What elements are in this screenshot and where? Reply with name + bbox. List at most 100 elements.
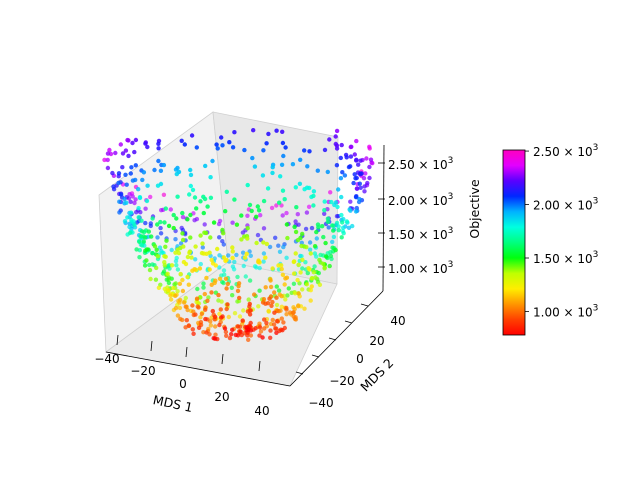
scatter-point: [354, 195, 359, 200]
scatter-point: [236, 298, 242, 304]
scatter-point: [311, 270, 316, 275]
scatter-point: [351, 180, 356, 186]
scatter-point: [169, 263, 175, 268]
scatter-point: [113, 150, 118, 156]
scatter-point: [329, 199, 334, 205]
scatter-point: [217, 276, 223, 281]
scatter-point: [180, 214, 186, 220]
scatter-point: [225, 281, 230, 287]
scatter-point: [302, 306, 307, 311]
scatter-point: [356, 162, 361, 167]
scatter-point: [276, 263, 281, 268]
scatter-point: [328, 190, 333, 195]
scatter-point: [156, 141, 161, 146]
scatter-point: [193, 312, 198, 317]
scatter-point: [264, 320, 269, 326]
scatter-point: [304, 244, 309, 250]
scatter-point: [362, 189, 367, 194]
scatter-point: [221, 255, 227, 260]
scatter-point: [348, 144, 353, 150]
scatter-point: [358, 171, 363, 176]
scatter-point: [354, 138, 359, 144]
scatter-point: [367, 175, 372, 181]
scatter-point: [251, 128, 256, 133]
scatter-point: [322, 147, 328, 153]
scatter-point: [120, 165, 125, 170]
scatter-point: [270, 165, 275, 170]
scatter-point: [364, 156, 369, 161]
scatter-point: [242, 255, 248, 260]
scatter-point: [347, 207, 352, 212]
scatter-point: [150, 251, 155, 256]
scatter-point: [330, 245, 335, 250]
z-ticks: 1.00 × 103 1.50 × 103 2.00 × 103 2.50 × …: [378, 156, 482, 276]
scatter-point: [173, 305, 179, 311]
scatter-point: [195, 286, 200, 292]
scatter-point: [144, 247, 150, 252]
scatter-point: [243, 274, 248, 279]
scatter-point: [311, 189, 317, 194]
scatter-point: [325, 216, 331, 221]
scatter-point: [163, 244, 168, 249]
scatter-point: [240, 318, 245, 323]
scatter-point: [174, 171, 179, 177]
scatter-point: [274, 330, 279, 335]
scatter-point: [307, 267, 312, 272]
scatter-point: [265, 186, 271, 191]
scatter-point: [267, 244, 273, 250]
scatter-point: [232, 130, 237, 135]
scatter-point: [350, 223, 355, 229]
scatter-point: [186, 323, 191, 328]
scatter-point: [333, 134, 338, 139]
scatter-point: [352, 152, 357, 157]
scatter-point: [127, 230, 133, 236]
scatter-point: [254, 214, 259, 219]
scatter-point: [130, 194, 135, 199]
scatter-point: [284, 222, 290, 227]
scatter-point: [247, 308, 253, 313]
scatter-point: [317, 282, 323, 287]
scatter-point: [163, 206, 168, 211]
scatter-point: [305, 270, 310, 276]
scatter-point: [128, 171, 133, 176]
scatter-point: [175, 165, 180, 171]
scatter-point: [238, 329, 243, 334]
scatter-point: [284, 275, 290, 280]
scatter-point: [175, 289, 180, 294]
scatter-point: [118, 142, 124, 147]
scatter-point: [276, 288, 282, 293]
scatter-point: [307, 149, 312, 154]
scatter-point: [167, 266, 172, 271]
scatter-point: [223, 258, 228, 263]
scatter-point: [331, 228, 336, 233]
scatter-point: [203, 163, 208, 169]
scatter-point: [300, 231, 305, 237]
scatter-point: [333, 247, 338, 253]
scatter-point: [367, 144, 372, 149]
scatter-point: [334, 128, 340, 134]
scatter-point: [204, 275, 209, 281]
scatter-point: [202, 291, 207, 297]
scatter-point: [133, 163, 138, 168]
scatter-point: [358, 185, 363, 190]
scatter-point: [148, 194, 153, 200]
scatter-point: [321, 234, 326, 240]
scatter-point: [105, 165, 111, 171]
scatter-point: [226, 253, 231, 258]
scatter-point: [246, 297, 251, 302]
scatter-point: [263, 285, 268, 290]
scatter-point: [248, 333, 254, 338]
scatter-point: [156, 158, 161, 164]
scatter-point: [129, 165, 134, 170]
scatter-point: [139, 243, 145, 248]
scatter-point: [139, 229, 145, 234]
scatter-point: [188, 167, 193, 173]
scatter-point: [186, 282, 191, 287]
scatter-point: [201, 210, 206, 216]
scatter-point: [124, 182, 129, 187]
scatter-point: [175, 267, 181, 272]
scatter-point: [166, 280, 172, 286]
scatter-point: [220, 239, 225, 244]
scatter-point: [222, 272, 227, 277]
scatter-point: [164, 238, 169, 243]
